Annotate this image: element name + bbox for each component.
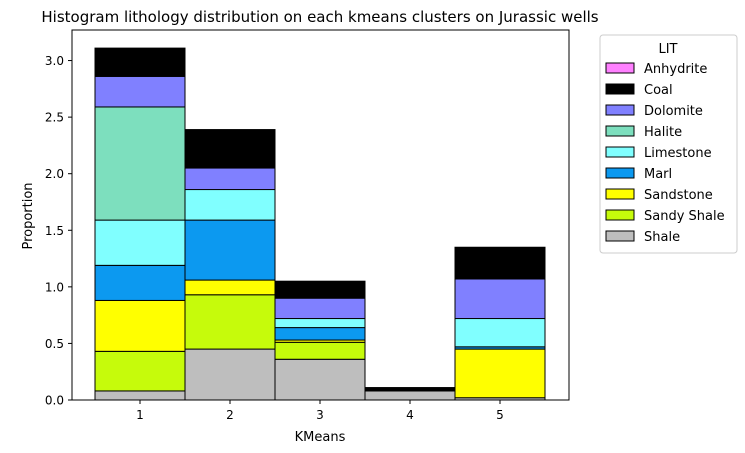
y-tick-label: 3.0	[45, 54, 64, 68]
bar-segment-cluster-3-marl	[274, 327, 366, 341]
y-tick-label: 1.5	[45, 224, 64, 238]
bar-segment-cluster-4-shale	[364, 390, 456, 401]
bar-segment-cluster-1-dolomite	[94, 75, 186, 108]
x-tick-label: 5	[496, 408, 504, 422]
legend-swatch-dolomite	[605, 104, 635, 116]
bar-segment-cluster-1-coal	[94, 47, 186, 77]
x-tick-label: 3	[316, 408, 324, 422]
bar-segment-cluster-5-coal	[454, 246, 546, 280]
legend-swatch-anhydrite	[605, 62, 635, 74]
legend-swatch-sandstone	[605, 188, 635, 200]
bar-segment-cluster-3-sandy-shale	[274, 341, 366, 360]
x-tick-label: 4	[406, 408, 414, 422]
legend-label-shale: Shale	[644, 230, 680, 245]
bar-segment-cluster-1-marl	[94, 264, 186, 301]
legend-label-marl: Marl	[644, 167, 672, 182]
bar-segment-cluster-1-halite	[94, 106, 186, 221]
x-tick-label: 1	[136, 408, 144, 422]
y-tick-label: 0.5	[45, 337, 64, 351]
x-tick-label: 2	[226, 408, 234, 422]
legend-label-limestone: Limestone	[644, 146, 712, 161]
y-tick-label: 2.0	[45, 167, 64, 181]
y-axis-label: Proportion	[21, 182, 36, 249]
legend-swatch-halite	[605, 125, 635, 137]
bar-segment-cluster-4-coal	[364, 387, 456, 392]
legend-label-coal: Coal	[644, 83, 673, 98]
bars-layer	[94, 47, 546, 401]
bar-segment-cluster-1-sandstone	[94, 299, 186, 352]
y-tick-label: 1.0	[45, 280, 64, 294]
bar-segment-cluster-5-limestone	[454, 318, 546, 348]
bar-segment-cluster-1-shale	[94, 390, 186, 401]
y-tick-label: 0.0	[45, 394, 64, 408]
legend-swatch-marl	[605, 167, 635, 179]
chart-title: Histogram lithology distribution on each…	[41, 8, 598, 26]
bar-segment-cluster-2-dolomite	[184, 167, 276, 191]
legend-label-anhydrite: Anhydrite	[644, 62, 707, 77]
bar-segment-cluster-3-coal	[274, 280, 366, 299]
y-axis: 0.0 0.5 1.0 1.5 2.0 2.5 3.0	[45, 54, 72, 408]
legend-label-halite: Halite	[644, 125, 682, 140]
bar-segment-cluster-3-shale	[274, 358, 366, 401]
bar-segment-cluster-5-dolomite	[454, 278, 546, 320]
bar-segment-cluster-2-sandy-shale	[184, 294, 276, 350]
legend-label-dolomite: Dolomite	[644, 104, 703, 119]
legend-swatch-shale	[605, 230, 635, 242]
legend: LIT Anhydrite Coal Dolomite Halite Limestone…	[599, 34, 738, 254]
bar-segment-cluster-2-shale	[184, 348, 276, 401]
legend-label-sandstone: Sandstone	[644, 188, 713, 203]
legend-label-sandy-shale: Sandy Shale	[644, 209, 725, 224]
bar-segment-cluster-2-marl	[184, 219, 276, 281]
bar-segment-cluster-1-sandy-shale	[94, 350, 186, 392]
bar-segment-cluster-2-limestone	[184, 189, 276, 221]
bar-segment-cluster-3-dolomite	[274, 297, 366, 320]
legend-swatch-limestone	[605, 146, 635, 158]
y-tick-label: 2.5	[45, 111, 64, 125]
bar-segment-cluster-2-coal	[184, 129, 276, 169]
bar-segment-cluster-1-limestone	[94, 219, 186, 266]
legend-swatch-coal	[605, 83, 635, 95]
x-axis: 1 2 3 4 5	[136, 400, 504, 422]
x-axis-label: KMeans	[295, 430, 346, 445]
bar-segment-cluster-3-limestone	[274, 318, 366, 329]
legend-title: LIT	[658, 42, 677, 57]
bar-segment-cluster-5-sandstone	[454, 348, 546, 399]
bar-segment-cluster-2-sandstone	[184, 279, 276, 296]
legend-swatch-sandy-shale	[605, 209, 635, 221]
